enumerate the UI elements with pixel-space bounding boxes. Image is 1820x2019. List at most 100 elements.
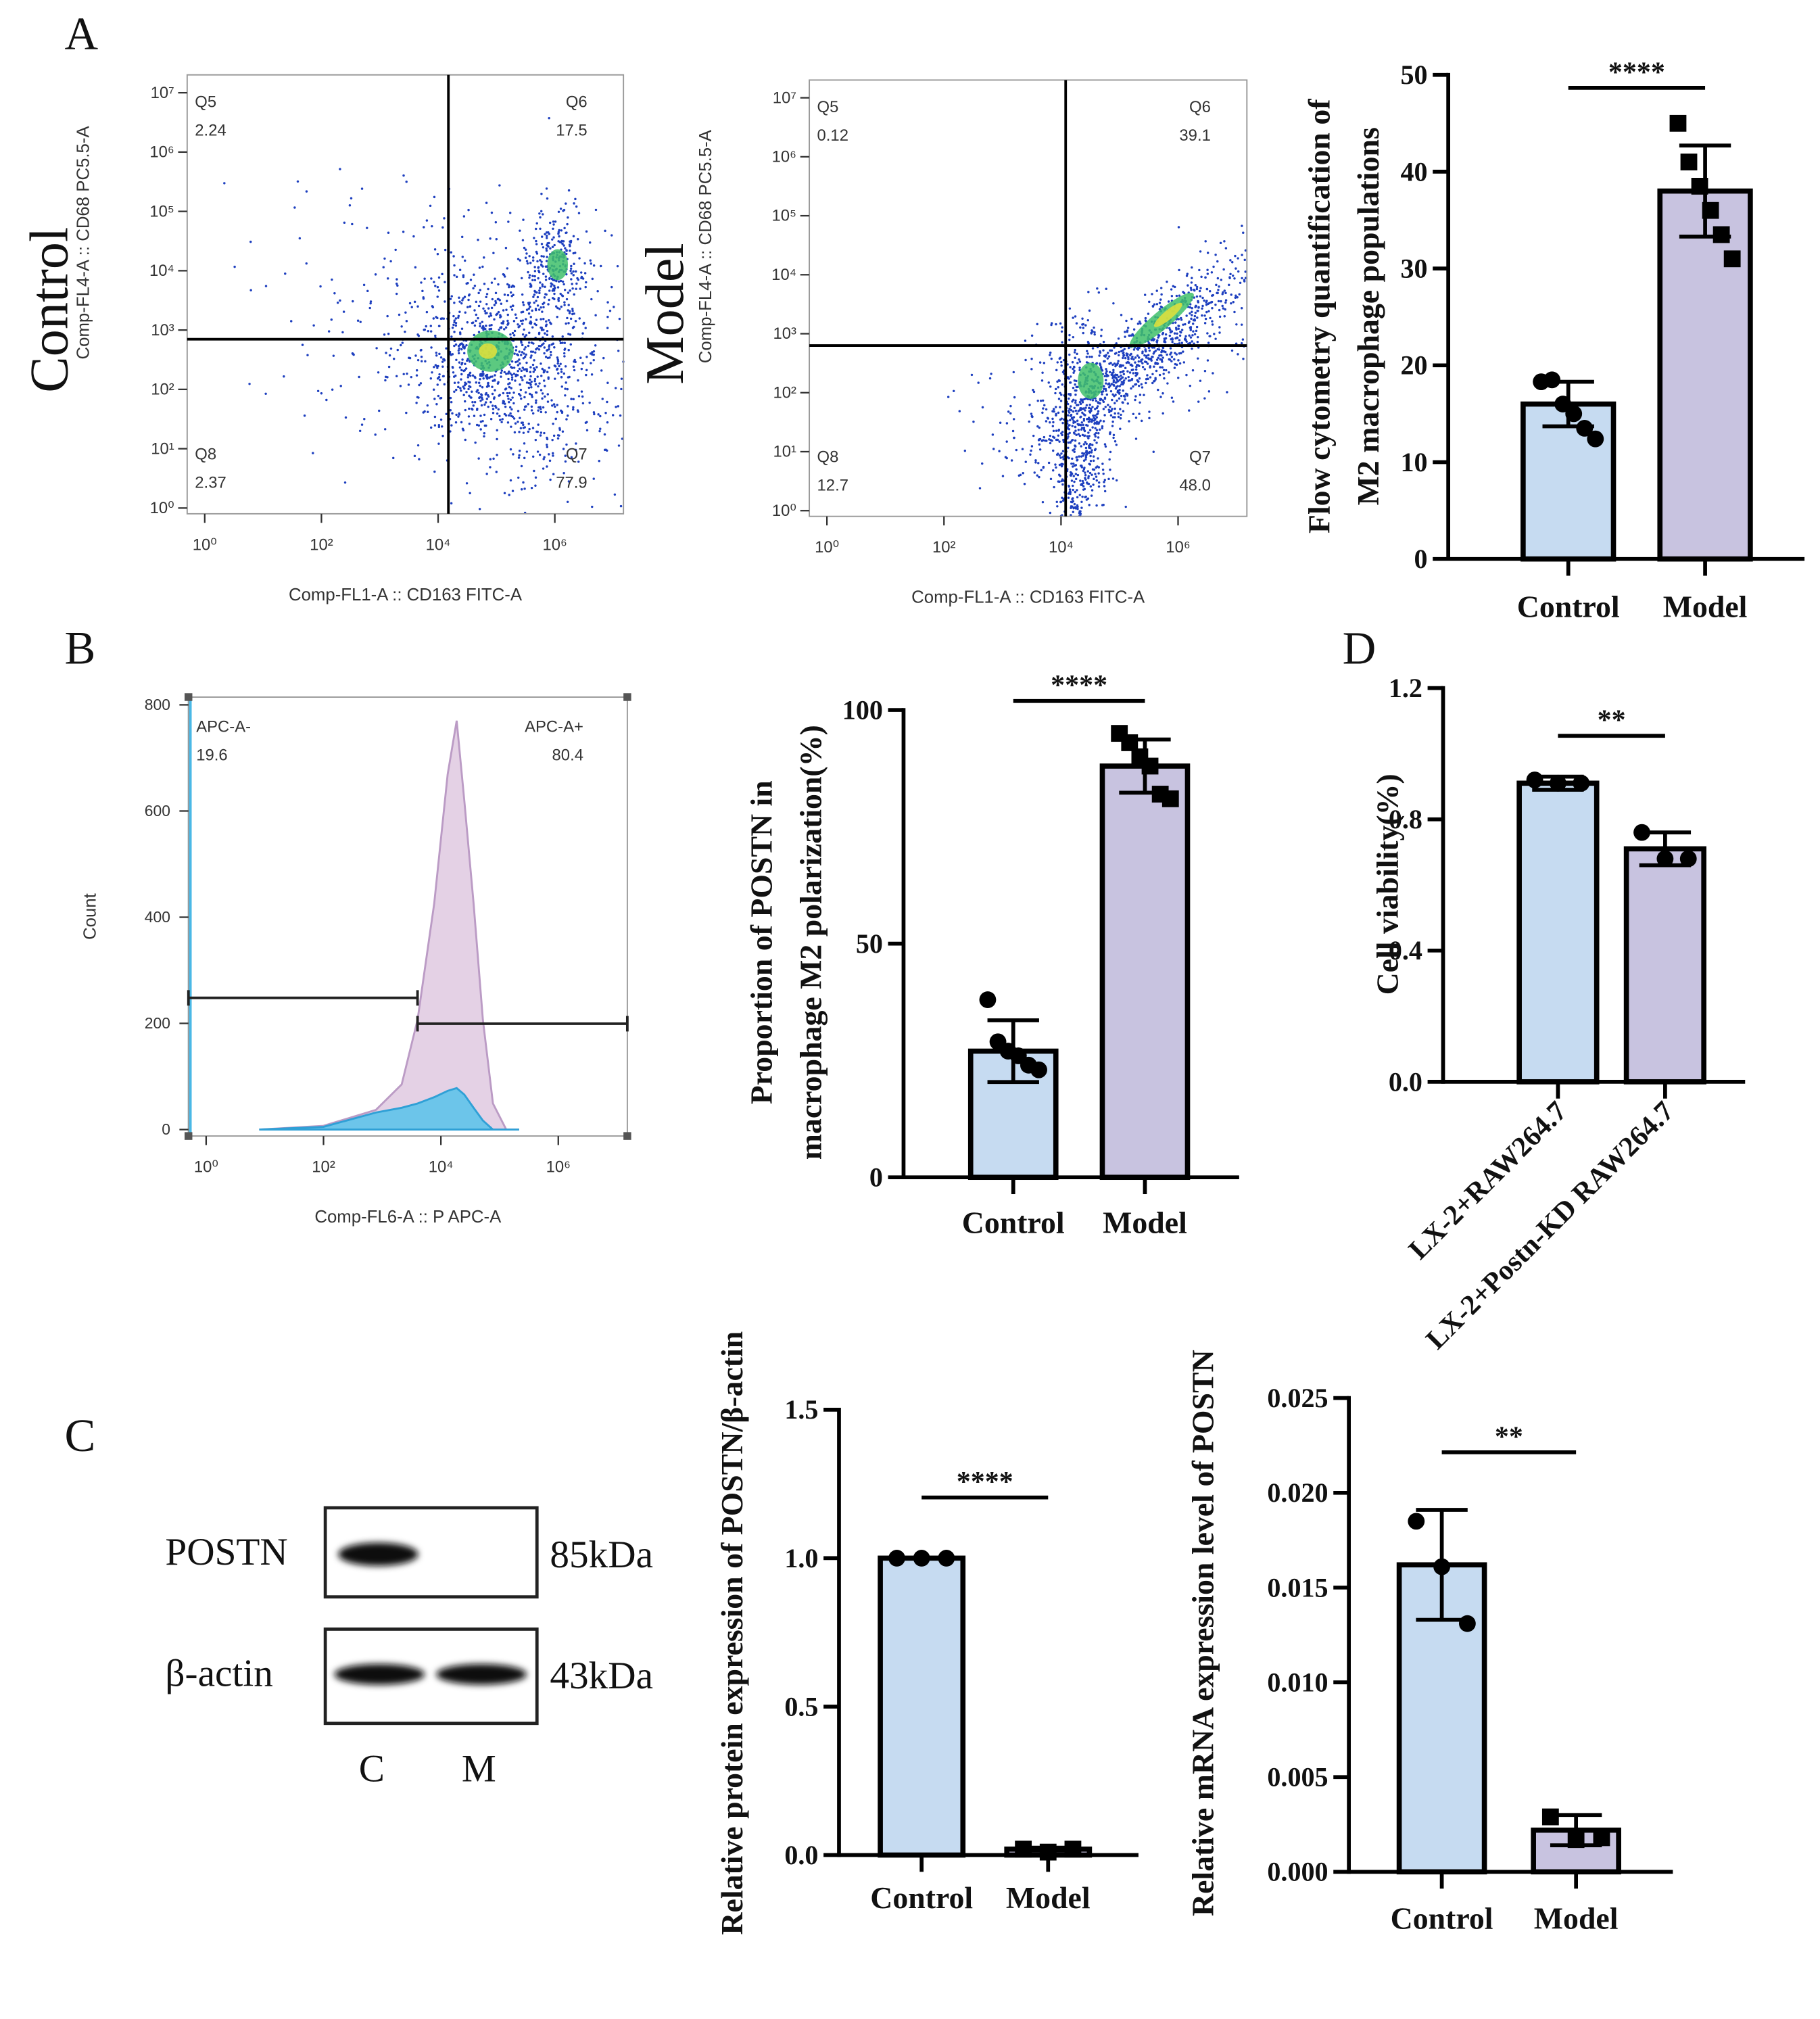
density-dot bbox=[502, 391, 505, 395]
density-dot bbox=[1132, 385, 1134, 388]
density-dot bbox=[482, 307, 485, 310]
density-dot bbox=[1140, 358, 1143, 362]
density-dot bbox=[485, 391, 488, 395]
density-dot bbox=[1124, 366, 1127, 370]
density-dot bbox=[1070, 409, 1073, 412]
density-dot bbox=[1198, 289, 1201, 293]
density-dot bbox=[588, 241, 592, 244]
density-dot bbox=[469, 371, 472, 375]
density-dot bbox=[514, 313, 517, 316]
density-dot bbox=[585, 429, 589, 432]
density-dot bbox=[1191, 307, 1193, 310]
density-dot bbox=[1220, 279, 1223, 281]
density-dot bbox=[454, 421, 458, 424]
density-dot bbox=[415, 369, 418, 372]
density-dot bbox=[1010, 459, 1013, 462]
density-dot bbox=[509, 406, 512, 409]
y-axis-label: Relative protein expression of POSTN/β-a… bbox=[715, 1331, 749, 1935]
density-dot bbox=[472, 404, 475, 407]
density-dot bbox=[507, 322, 510, 325]
density-dot bbox=[1095, 442, 1098, 444]
density-dot bbox=[343, 221, 346, 224]
density-dot bbox=[1180, 316, 1182, 320]
density-dot bbox=[1094, 414, 1097, 417]
density-dot bbox=[418, 458, 421, 460]
density-dot bbox=[530, 386, 533, 389]
density-dot bbox=[1218, 331, 1221, 334]
density-dot bbox=[498, 184, 501, 187]
density-dot bbox=[1237, 270, 1240, 273]
density-dot bbox=[1178, 268, 1180, 272]
density-dot bbox=[1170, 295, 1174, 298]
density-dot bbox=[1072, 398, 1075, 401]
significance: ** bbox=[1598, 705, 1626, 736]
density-dot bbox=[1180, 329, 1184, 331]
significance: **** bbox=[957, 1467, 1013, 1498]
density-dot bbox=[1119, 427, 1122, 430]
density-dot bbox=[1189, 384, 1192, 387]
density-dot bbox=[1170, 351, 1173, 354]
bar bbox=[1099, 763, 1191, 1181]
density-dot bbox=[382, 266, 385, 268]
x-tick-label: Model bbox=[1534, 1901, 1619, 1935]
density-dot bbox=[518, 454, 521, 457]
density-dot bbox=[1107, 383, 1109, 386]
density-dot bbox=[510, 408, 513, 411]
data-point bbox=[1679, 850, 1697, 868]
density-dot bbox=[566, 414, 569, 417]
density-dot bbox=[413, 454, 416, 458]
density-dot bbox=[1170, 288, 1173, 291]
density-dot bbox=[417, 335, 421, 337]
density-dot bbox=[387, 333, 390, 335]
density-dot bbox=[1235, 294, 1237, 297]
density-dot bbox=[477, 316, 479, 320]
density-dot bbox=[1122, 373, 1126, 376]
density-dot bbox=[487, 287, 489, 291]
density-dot bbox=[508, 494, 510, 496]
density-dot bbox=[1088, 504, 1091, 506]
density-dot bbox=[464, 311, 466, 314]
density-dot bbox=[1207, 310, 1210, 313]
density-dot bbox=[412, 235, 415, 238]
x-tick-label: 10⁶ bbox=[542, 536, 567, 554]
density-dot bbox=[554, 417, 557, 421]
density-dot bbox=[339, 385, 342, 387]
density-dot bbox=[469, 492, 471, 495]
density-dot bbox=[518, 350, 521, 353]
density-dot bbox=[481, 265, 484, 268]
density-dot bbox=[1102, 503, 1105, 506]
density-dot bbox=[1072, 500, 1075, 503]
density-dot bbox=[1001, 475, 1005, 477]
density-dot bbox=[1237, 257, 1239, 260]
density-dot bbox=[1231, 261, 1234, 264]
density-dot bbox=[562, 352, 566, 355]
density-dot bbox=[1094, 448, 1097, 450]
density-dot bbox=[1087, 417, 1091, 419]
density-dot bbox=[1233, 277, 1236, 280]
density-dot bbox=[1097, 481, 1101, 484]
y-tick-label: 50 bbox=[1401, 60, 1428, 90]
y-tick-label: 10⁶ bbox=[149, 143, 174, 162]
density-dot bbox=[1175, 353, 1178, 356]
density-dot bbox=[1091, 406, 1094, 408]
density-dot bbox=[1139, 394, 1142, 396]
density-dot bbox=[1070, 506, 1072, 509]
density-dot bbox=[542, 213, 544, 216]
density-dot bbox=[457, 316, 460, 319]
density-dot bbox=[1082, 331, 1084, 335]
density-dot bbox=[556, 437, 560, 440]
density-dot bbox=[1240, 323, 1243, 326]
density-dot bbox=[1055, 429, 1058, 432]
density-dot bbox=[545, 323, 548, 326]
y-tick-label: 0.025 bbox=[1267, 1383, 1328, 1413]
y-tick-label: 10⁴ bbox=[771, 266, 796, 284]
density-dot bbox=[445, 347, 448, 350]
density-dot bbox=[1143, 293, 1147, 296]
y-tick-label: 0.5 bbox=[784, 1691, 818, 1721]
density-dot bbox=[520, 369, 523, 373]
density-dot bbox=[471, 321, 474, 325]
density-dot bbox=[408, 356, 410, 359]
density-dot bbox=[1034, 461, 1037, 464]
density-dot bbox=[1159, 396, 1162, 398]
density-dot bbox=[1191, 266, 1193, 269]
